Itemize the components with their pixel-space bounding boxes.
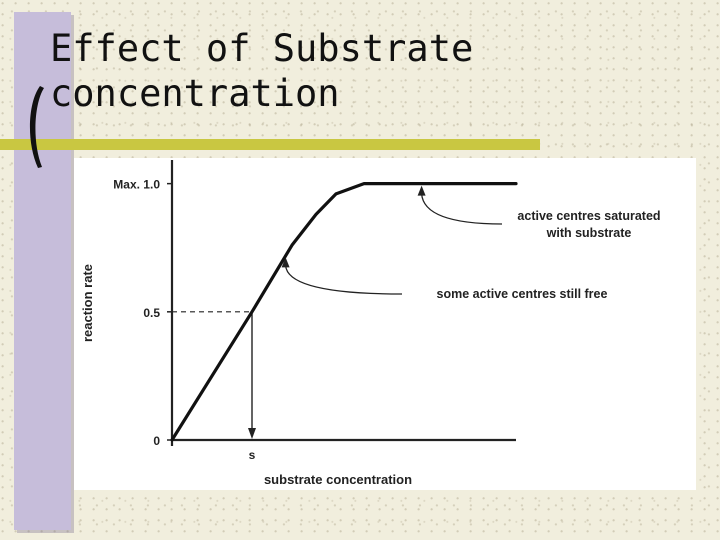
bracket-decoration bbox=[29, 86, 44, 168]
sidebar-bar bbox=[14, 12, 71, 530]
enzyme-rate-chart: 0 0.5 Max. 1.0 s active centres saturated w… bbox=[80, 160, 661, 487]
half-max-arrowhead bbox=[248, 428, 256, 439]
slide-title: Effect of Substrate concentration bbox=[50, 26, 473, 116]
annotation-text: active centres saturated bbox=[517, 209, 660, 223]
annotation-arrowhead bbox=[281, 257, 290, 268]
annotation-arrow bbox=[420, 193, 503, 225]
slide-title-line-1: Effect of Substrate bbox=[50, 27, 474, 70]
y-tick-label: Max. 1.0 bbox=[113, 178, 160, 192]
y-axis-label: reaction rate bbox=[80, 264, 95, 342]
annotation-text: with substrate bbox=[546, 226, 632, 240]
annotation-arrow bbox=[284, 265, 403, 295]
y-tick-label: 0.5 bbox=[143, 306, 160, 320]
y-tick-label: 0 bbox=[153, 434, 160, 448]
annotation-text: some active centres still free bbox=[437, 287, 608, 301]
x-axis-label: substrate concentration bbox=[264, 472, 412, 487]
reaction-rate-curve bbox=[170, 182, 518, 442]
x-tick-label: s bbox=[249, 448, 256, 462]
chart-panel: 0 0.5 Max. 1.0 s active centres saturated w… bbox=[74, 158, 696, 490]
slide-title-line-2: concentration bbox=[50, 72, 340, 115]
annotation-arrowhead bbox=[417, 185, 426, 196]
title-rule bbox=[0, 139, 540, 150]
